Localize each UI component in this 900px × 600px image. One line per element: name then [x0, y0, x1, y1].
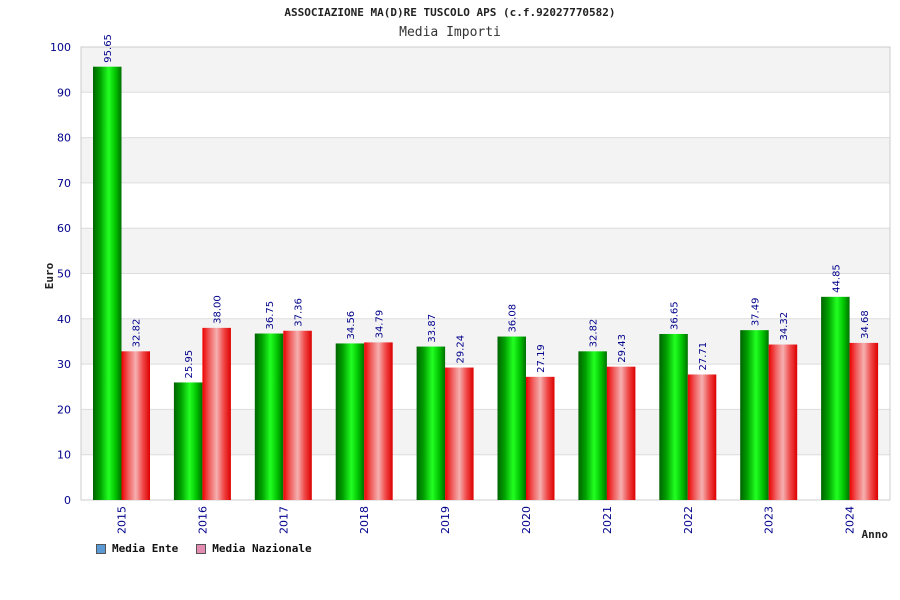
bar-media-ente: [93, 66, 122, 500]
grid-band: [81, 92, 890, 138]
grid-band: [81, 182, 890, 229]
legend-swatch-media-nazionale: [196, 543, 207, 554]
bar-media-nazionale: [606, 366, 636, 500]
data-label: 37.36: [294, 298, 305, 327]
bar-media-nazionale: [121, 351, 150, 500]
data-label: 44.85: [831, 264, 842, 293]
axes: 0 10 20 30 40 50 60 70 80 90 100 Euro Anno 2015 2016 20…: [43, 41, 891, 541]
legend-label-media-nazionale: Media Nazionale: [212, 542, 312, 555]
y-tick-label: 100: [50, 41, 71, 54]
y-tick-label: 80: [57, 132, 71, 145]
y-axis-label: Euro: [43, 262, 56, 289]
bar-media-ente: [578, 351, 607, 500]
bar-media-nazionale: [687, 374, 717, 500]
y-tick-label: 30: [57, 358, 71, 371]
bar-media-ente: [335, 343, 365, 500]
x-tick-label: 2024: [844, 506, 857, 534]
grid-band: [81, 137, 890, 183]
y-tick-label: 60: [57, 222, 71, 235]
data-label: 32.82: [589, 319, 600, 348]
grid-band: [81, 273, 890, 319]
bar-media-nazionale: [283, 330, 312, 500]
data-label: 34.56: [346, 311, 357, 340]
x-tick-label: 2018: [358, 506, 371, 534]
x-tick-label: 2020: [520, 506, 533, 534]
bar-media-ente: [173, 382, 203, 500]
legend-swatch-media-ente: [96, 543, 106, 554]
data-label: 37.49: [750, 298, 761, 327]
data-label: 38.00: [213, 295, 224, 324]
data-label: 36.75: [265, 301, 276, 330]
y-tick-label: 40: [57, 313, 71, 326]
x-tick-label: 2022: [682, 506, 695, 534]
bar-media-nazionale: [202, 327, 231, 500]
x-tick-label: 2021: [601, 506, 614, 534]
grid-band: [81, 228, 890, 274]
y-tick-label: 20: [57, 403, 71, 416]
bar-media-ente: [254, 333, 284, 500]
bar-media-ente: [659, 333, 688, 500]
bar-media-ente: [497, 336, 526, 500]
bar-media-nazionale: [445, 367, 474, 500]
chart-subtitle: Media Importi: [399, 25, 501, 40]
data-label: 29.43: [617, 334, 628, 363]
data-label: 27.71: [698, 342, 709, 371]
data-label: 34.79: [374, 310, 385, 339]
data-label: 29.24: [455, 335, 466, 364]
bar-media-nazionale: [364, 342, 393, 500]
bar-media-ente: [416, 346, 446, 500]
grid-bands: [81, 46, 890, 501]
data-label: 95.65: [103, 34, 114, 63]
y-tick-label: 50: [57, 268, 71, 281]
plot-frame: [80, 46, 891, 501]
legend: Media Ente Media Nazionale: [96, 542, 312, 555]
x-tick-label: 2019: [439, 506, 452, 534]
grid-band: [81, 47, 890, 93]
x-tick-label: 2015: [116, 506, 129, 534]
y-tick-label: 10: [57, 449, 71, 462]
x-tick-label: 2016: [196, 506, 209, 534]
data-label: 33.87: [427, 314, 438, 343]
legend-item-media-nazionale: Media Nazionale: [196, 542, 312, 555]
x-tick-label: 2017: [277, 506, 290, 534]
legend-label-media-ente: Media Ente: [112, 542, 179, 555]
chart-title: ASSOCIAZIONE MA(D)RE TUSCOLO APS (c.f.92…: [284, 6, 616, 19]
data-label: 36.08: [508, 304, 519, 333]
data-label: 34.32: [779, 312, 790, 341]
data-label: 34.68: [860, 310, 871, 339]
x-axis-label: Anno: [862, 528, 889, 541]
data-label: 32.82: [132, 319, 143, 348]
bar-media-ente: [740, 330, 769, 500]
y-tick-label: 70: [57, 177, 71, 190]
bar-media-nazionale: [526, 376, 555, 500]
data-labels: 95.65 32.82 25.95 38.00 36.75 37.36 34.56 34.79…: [103, 34, 871, 378]
data-label: 25.95: [184, 350, 195, 379]
bars: [93, 66, 879, 500]
bar-media-nazionale: [768, 344, 798, 500]
data-label: 27.19: [536, 344, 547, 373]
data-label: 36.65: [670, 301, 681, 330]
bar-media-ente: [821, 296, 850, 500]
bar-media-nazionale: [849, 342, 879, 500]
legend-item-media-ente: Media Ente: [96, 542, 178, 555]
y-tick-label: 0: [64, 494, 71, 507]
x-tick-label: 2023: [763, 506, 776, 534]
y-tick-label: 90: [57, 86, 71, 99]
